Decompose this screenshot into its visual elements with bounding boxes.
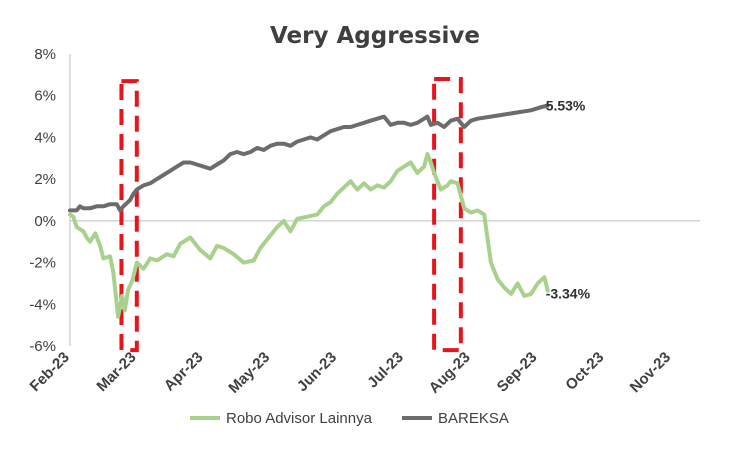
highlight-box: [119, 79, 139, 353]
x-tick-label: Mar-23: [93, 349, 139, 395]
x-tick-label: Oct-23: [562, 349, 607, 394]
x-tick-label: Jul-23: [364, 349, 407, 392]
y-tick-label: 0%: [34, 213, 56, 230]
end-value-label: 5.53%: [546, 98, 586, 114]
y-tick-label: 8%: [34, 46, 56, 63]
end-labels: -3.34% 5.53%: [546, 98, 591, 302]
y-tick-label: 6%: [34, 88, 56, 105]
x-tick-label: Jun-23: [294, 349, 340, 395]
series-line-bareksa: [68, 103, 550, 213]
x-tick-label: Apr-23: [161, 349, 207, 395]
series-line-robo-advisor: [68, 152, 550, 319]
y-axis: 8% 6% 4% 2% 0% -2% -4% -6%: [29, 46, 71, 355]
legend-label: BAREKSA: [438, 410, 509, 427]
series-lines: [68, 103, 550, 319]
legend: Robo Advisor Lainnya BAREKSA: [190, 410, 509, 427]
y-tick-label: -2%: [29, 255, 56, 272]
legend-label: Robo Advisor Lainnya: [226, 410, 373, 427]
x-axis: Feb-23 Mar-23 Apr-23 May-23 Jun-23 Jul-23 Aug-…: [27, 220, 700, 397]
highlight-box: [432, 77, 463, 353]
x-tick-label: Nov-23: [627, 349, 674, 396]
end-value-label: -3.34%: [546, 286, 591, 302]
y-tick-label: -4%: [29, 296, 56, 313]
x-tick-label: Sep-23: [494, 349, 541, 396]
y-tick-label: 4%: [34, 129, 56, 146]
x-tick-label: May-23: [225, 349, 273, 397]
y-tick-label: -6%: [29, 338, 56, 355]
chart-title: Very Aggressive: [270, 23, 480, 49]
y-tick-label: 2%: [34, 171, 56, 188]
x-tick-label: Aug-23: [426, 349, 474, 397]
highlight-boxes: [119, 77, 463, 353]
x-tick-label: Feb-23: [27, 349, 73, 395]
